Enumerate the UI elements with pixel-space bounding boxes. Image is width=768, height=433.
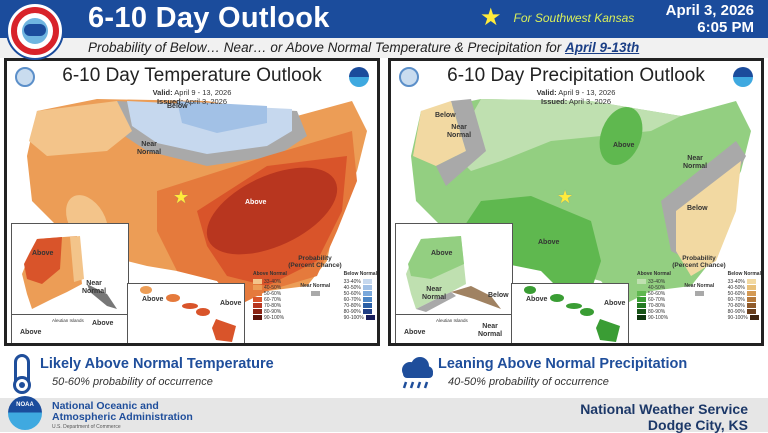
noaa-emblem-icon — [349, 67, 369, 87]
issue-datetime: April 3, 2026 6:05 PM — [666, 2, 754, 36]
map-label-above-midwest: Above — [613, 142, 635, 149]
aleutian-label: Aleutian Islands — [52, 318, 84, 323]
hi-label-above-1: Above — [142, 296, 164, 303]
precipitation-legend: Probability (Percent Chance) Above Norma… — [637, 255, 761, 321]
valid-dates: Valid: April 9 - 13, 2026 Issued: April … — [536, 88, 616, 106]
noaa-emblem-icon — [733, 67, 753, 87]
aleut-label-above-2: Above — [92, 320, 114, 327]
nws-logo-icon — [6, 2, 64, 60]
precipitation-outlook-panel: 6-10 Day Precipitation Outlook Valid: Ap… — [388, 58, 764, 346]
temperature-headline: Likely Above Normal Temperature — [40, 356, 274, 372]
ak-label-below: Below — [488, 292, 509, 299]
noaa-department: U.S. Department of Commerce — [52, 424, 121, 430]
page-title: 6-10 Day Outlook — [88, 2, 330, 34]
ak-label-near-normal: Near Normal — [422, 286, 447, 301]
hi-label-above-2: Above — [220, 300, 242, 307]
subtitle: Probability of Below… Near… or Above Nor… — [88, 40, 639, 55]
legend-near-normal: Near Normal — [684, 283, 714, 320]
ak-label-near-normal: Near Normal — [82, 280, 107, 295]
alaska-inset: Above Near Normal — [11, 223, 129, 315]
temperature-map — [27, 99, 367, 306]
star-icon: ★ — [480, 4, 502, 31]
panel-title: 6-10 Day Temperature Outlook — [62, 65, 322, 86]
aleutian-inset: Aleutian Islands Above Above — [11, 314, 129, 343]
map-label-above-tx: Above — [538, 239, 560, 246]
aleutian-label: Aleutian Islands — [436, 318, 468, 323]
legend-below-column: Below Normal 33-40% 40-50% 50-60% 60-70%… — [343, 271, 377, 321]
temperature-legend: Probability (Percent Chance) Above Norma… — [253, 255, 377, 321]
aleut-label-above: Above — [404, 329, 426, 336]
map-label-above: Above — [245, 199, 267, 206]
subtitle-date-range: April 9-13th — [564, 40, 640, 55]
aleut-label-near-normal: Near Normal — [478, 323, 503, 338]
alaska-inset: Above Near Normal Below — [395, 223, 513, 315]
map-label-below: Below — [167, 103, 188, 110]
aleutian-inset: Aleutian Islands Above Near Normal — [395, 314, 513, 343]
map-label-below-se: Below — [687, 205, 708, 212]
southwest-kansas-star-icon: ★ — [173, 187, 190, 207]
hawaii-inset: Above Above — [511, 283, 629, 343]
noaa-logo-icon: NOAA — [8, 396, 42, 430]
map-label-near-normal: Near Normal — [137, 141, 162, 156]
hawaii-inset: Above Above — [127, 283, 245, 343]
location-label: For Southwest Kansas — [513, 11, 635, 25]
ak-label-above: Above — [431, 250, 453, 257]
map-label-below-nw: Below — [435, 112, 456, 119]
doc-seal-icon — [399, 67, 419, 87]
subtitle-bar — [0, 38, 768, 58]
thermometer-icon — [13, 354, 31, 394]
ak-label-above: Above — [32, 250, 54, 257]
precipitation-headline: Leaning Above Normal Precipitation — [438, 356, 688, 372]
panel-title: 6-10 Day Precipitation Outlook — [447, 65, 705, 86]
map-label-near-ne: Near Normal — [683, 155, 708, 170]
map-label-near-nw: Near Normal — [447, 124, 472, 139]
valid-dates: Valid: April 9 - 13, 2026 Issued: April … — [152, 88, 232, 106]
location-key: ★ For Southwest Kansas — [480, 4, 635, 31]
legend-near-normal: Near Normal — [300, 283, 330, 320]
header-bar — [0, 0, 768, 38]
nws-office: National Weather Service Dodge City, KS — [580, 401, 748, 433]
legend-above-column: Above Normal 33-40% 40-50% 50-60% 60-70%… — [637, 271, 671, 321]
hi-label-above-2: Above — [604, 300, 626, 307]
legend-below-column: Below Normal 33-40% 40-50% 50-60% 60-70%… — [727, 271, 761, 321]
southwest-kansas-star-icon: ★ — [557, 187, 574, 207]
doc-seal-icon — [15, 67, 35, 87]
legend-above-column: Above Normal 33-40% 40-50% 50-60% 60-70%… — [253, 271, 287, 321]
issue-time: 6:05 PM — [697, 19, 754, 36]
hi-label-above-1: Above — [526, 296, 548, 303]
precipitation-probability: 40-50% probability of occurrence — [448, 376, 609, 388]
temperature-probability: 50-60% probability of occurrence — [52, 376, 213, 388]
issue-date: April 3, 2026 — [665, 2, 754, 19]
subtitle-text: Probability of Below… Near… or Above Nor… — [88, 40, 565, 55]
noaa-name: National Oceanic and Atmospheric Adminis… — [52, 400, 193, 423]
temperature-outlook-panel: 6-10 Day Temperature Outlook Valid: Apri… — [4, 58, 380, 346]
rain-cloud-icon — [402, 357, 433, 389]
aleut-label-above-1: Above — [20, 329, 42, 336]
footer-bar — [0, 398, 768, 432]
